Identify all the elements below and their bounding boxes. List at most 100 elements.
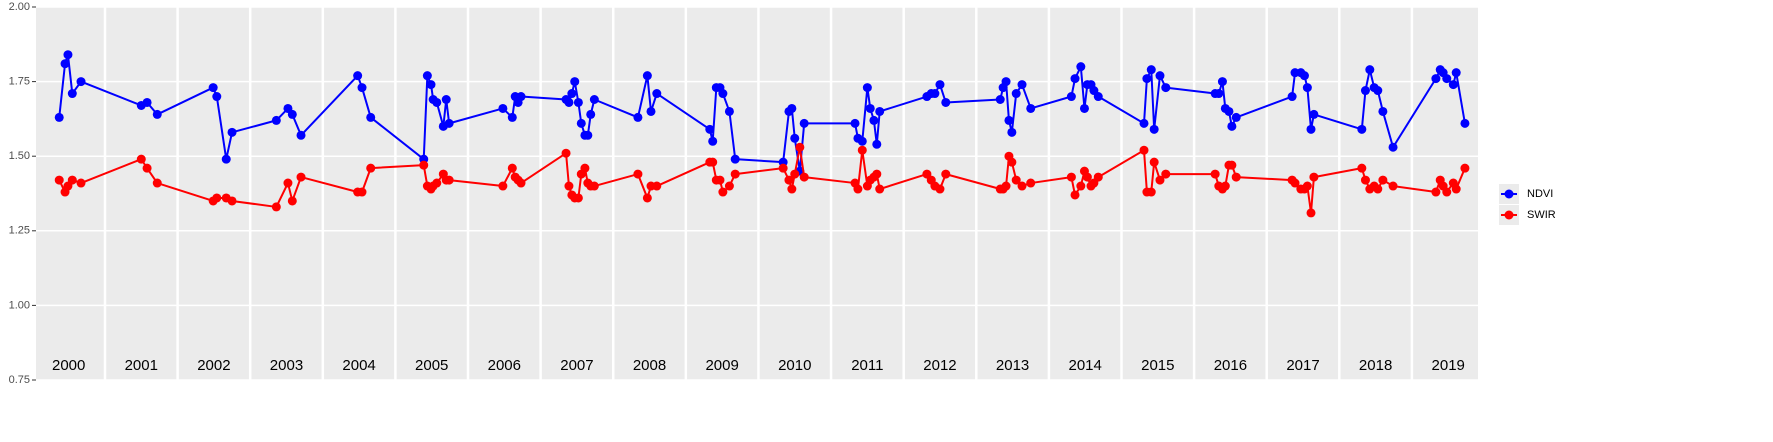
point: [730, 169, 740, 179]
point: [1224, 106, 1234, 116]
point: [1451, 184, 1461, 194]
point: [498, 103, 508, 113]
legend-label: NDVI: [1527, 188, 1553, 200]
point: [1079, 103, 1089, 113]
point: [1388, 181, 1398, 191]
point: [271, 115, 281, 125]
point: [1373, 184, 1383, 194]
point: [1155, 71, 1165, 81]
point: [1357, 163, 1367, 173]
point: [1082, 172, 1092, 182]
point: [778, 163, 788, 173]
point: [142, 163, 152, 173]
point: [54, 112, 64, 122]
x-tick-label: 2004: [342, 357, 375, 374]
point: [580, 163, 590, 173]
x-tick-label: 2003: [270, 357, 303, 374]
point: [1155, 175, 1165, 185]
point: [799, 118, 809, 128]
point: [724, 181, 734, 191]
point: [1365, 65, 1375, 75]
point: [1161, 169, 1171, 179]
point: [872, 169, 882, 179]
point: [1146, 65, 1156, 75]
point: [1070, 74, 1080, 84]
point: [152, 178, 162, 188]
panel: [36, 7, 1478, 380]
point: [1287, 92, 1297, 102]
point: [76, 77, 86, 87]
point: [869, 115, 879, 125]
point: [875, 106, 885, 116]
point: [212, 193, 222, 203]
point: [1227, 160, 1237, 170]
point: [642, 193, 652, 203]
point: [287, 109, 297, 119]
point: [1431, 187, 1441, 197]
point: [1306, 208, 1316, 218]
point: [1026, 103, 1036, 113]
point: [1093, 92, 1103, 102]
point: [441, 95, 451, 105]
point: [857, 145, 867, 155]
point: [426, 80, 436, 90]
point: [573, 97, 583, 107]
point: [865, 103, 875, 113]
y-tick-label: 1.25: [9, 225, 30, 237]
point: [652, 181, 662, 191]
point: [633, 169, 643, 179]
point: [54, 175, 64, 185]
point: [287, 196, 297, 206]
point: [561, 148, 571, 158]
point: [444, 175, 454, 185]
point: [1161, 83, 1171, 93]
point: [576, 118, 586, 128]
point: [1017, 80, 1027, 90]
point: [1007, 157, 1017, 167]
point: [432, 97, 442, 107]
x-tick-label: 2019: [1432, 357, 1465, 374]
point: [60, 59, 70, 69]
point: [583, 130, 593, 140]
point: [941, 169, 951, 179]
point: [1066, 172, 1076, 182]
point: [1302, 181, 1312, 191]
point: [1139, 145, 1149, 155]
point: [227, 127, 237, 137]
point: [366, 112, 376, 122]
point: [995, 95, 1005, 105]
point: [941, 97, 951, 107]
point: [1373, 86, 1383, 96]
point: [730, 154, 740, 164]
point: [1217, 77, 1227, 87]
point: [586, 109, 596, 119]
x-tick-label: 2006: [488, 357, 521, 374]
point: [1139, 118, 1149, 128]
point: [1146, 187, 1156, 197]
x-tick-label: 2011: [851, 357, 883, 374]
point: [516, 178, 526, 188]
point: [589, 95, 599, 105]
point: [1070, 190, 1080, 200]
x-tick-label: 2016: [1214, 357, 1247, 374]
point: [1290, 178, 1300, 188]
point: [799, 172, 809, 182]
point: [136, 154, 146, 164]
point: [1388, 142, 1398, 152]
point: [790, 169, 800, 179]
point: [67, 89, 77, 99]
point: [1442, 74, 1452, 84]
point: [507, 163, 517, 173]
point: [1309, 172, 1319, 182]
point: [1306, 124, 1316, 134]
point: [1231, 172, 1241, 182]
point: [432, 178, 442, 188]
point: [444, 118, 454, 128]
y-tick-label: 1.50: [9, 150, 30, 162]
point: [1460, 163, 1470, 173]
point: [1001, 77, 1011, 87]
legend-dot: [1504, 210, 1514, 220]
point: [862, 83, 872, 93]
point: [1431, 74, 1441, 84]
